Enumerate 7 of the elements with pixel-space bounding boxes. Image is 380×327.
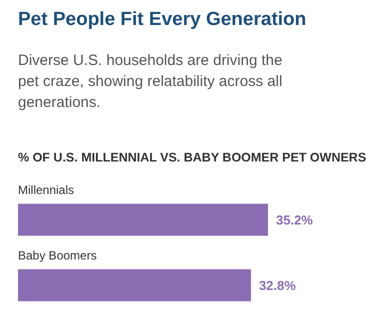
chart-subtitle: Diverse U.S. households are driving the pet craze, showing relatability across all generations. bbox=[18, 52, 286, 111]
data-label: 35.2% bbox=[276, 212, 314, 228]
data-label: 32.8% bbox=[258, 278, 296, 293]
y-tick-label: Baby Boomers bbox=[18, 248, 97, 262]
annotation: % OF U.S. MILLENNIAL VS. BABY BOOMER PET OWNERS bbox=[18, 150, 366, 164]
y-tick-label: Millennials bbox=[18, 182, 74, 197]
chart-title: Pet People Fit Every Generation bbox=[18, 9, 306, 30]
